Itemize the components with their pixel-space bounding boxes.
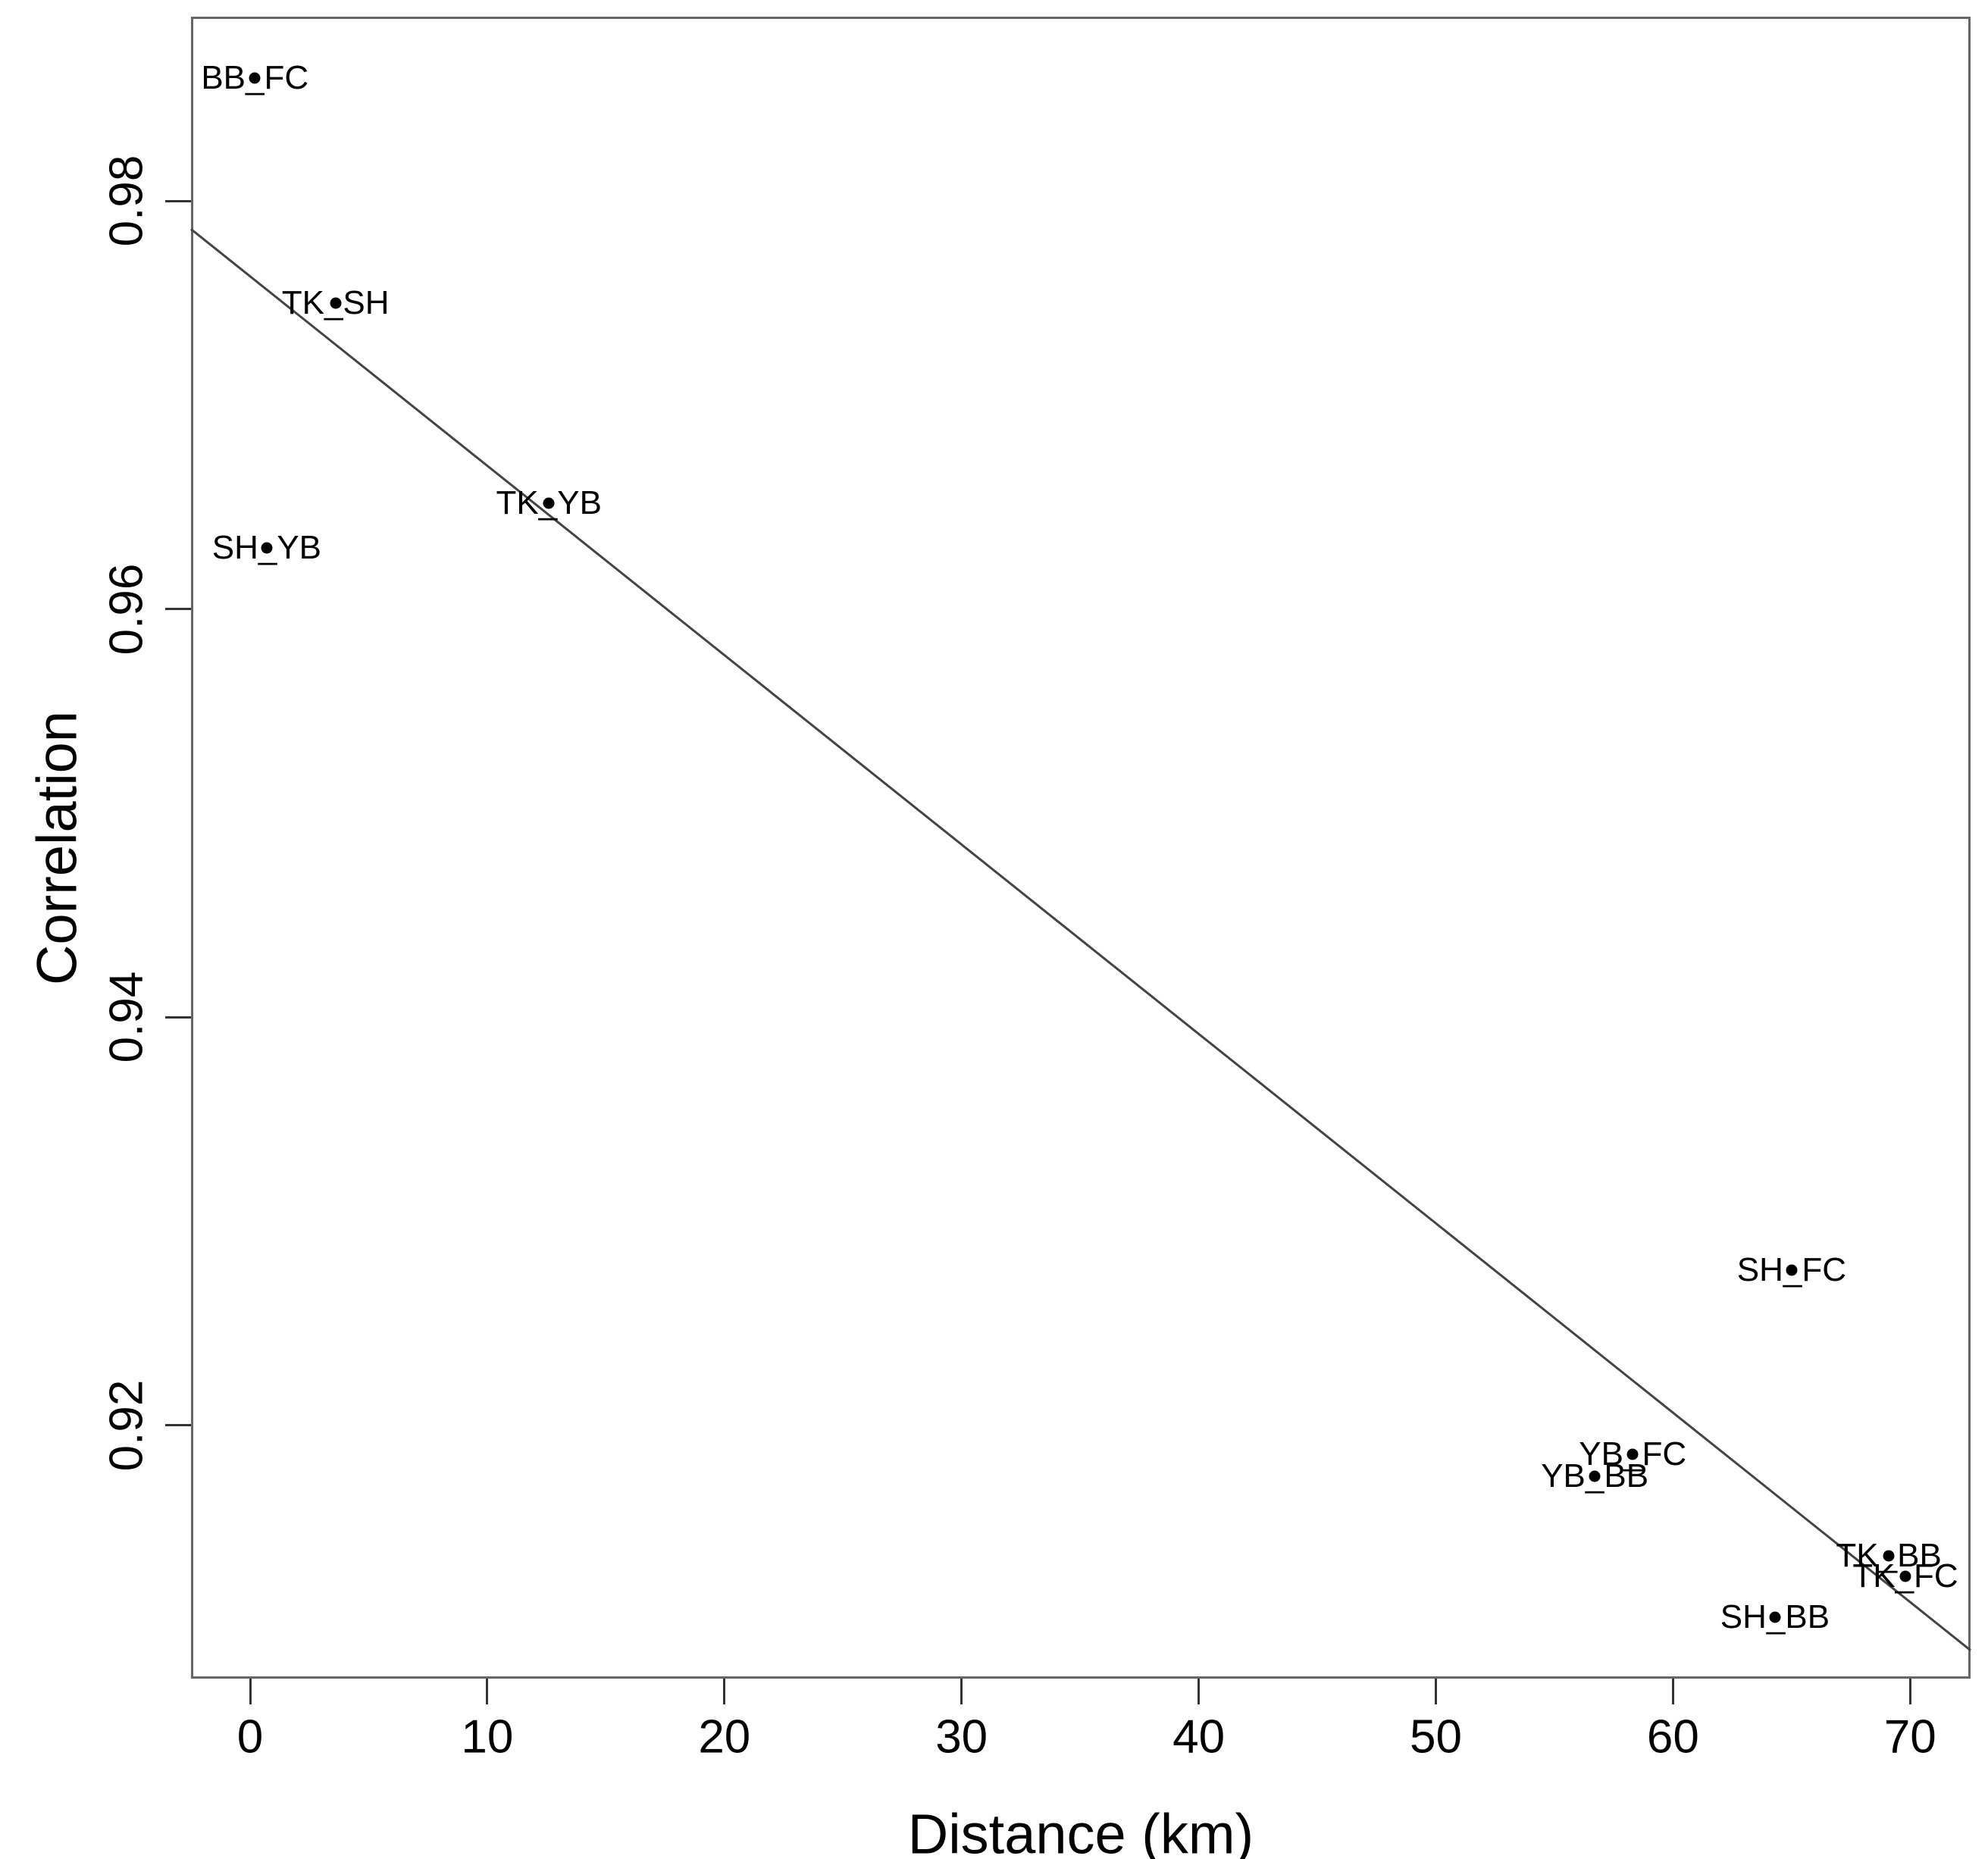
y-axis-tick xyxy=(165,608,191,611)
data-point xyxy=(1589,1470,1601,1482)
x-axis-tick xyxy=(723,1679,726,1704)
x-axis-tick xyxy=(1435,1679,1437,1704)
x-axis-tick-label: 10 xyxy=(461,1710,514,1764)
x-axis-tick-label: 40 xyxy=(1172,1710,1226,1764)
y-axis-title: Correlation xyxy=(25,710,89,985)
y-axis-tick-label: 0.92 xyxy=(100,1379,153,1472)
x-axis-tick xyxy=(1908,1679,1911,1704)
y-axis-tick xyxy=(165,1424,191,1427)
x-axis-tick xyxy=(1671,1679,1674,1704)
plot-area xyxy=(191,17,1971,1679)
data-point xyxy=(543,497,555,509)
x-axis-tick-label: 30 xyxy=(935,1710,988,1764)
data-point xyxy=(261,542,273,554)
y-axis-tick xyxy=(165,199,191,202)
data-point xyxy=(1626,1448,1639,1460)
x-axis-tick xyxy=(486,1679,489,1704)
data-point xyxy=(1769,1611,1781,1623)
x-axis-tick xyxy=(960,1679,963,1704)
y-axis-tick-label: 0.94 xyxy=(100,971,153,1063)
x-axis-tick xyxy=(1197,1679,1201,1704)
x-axis-tick-label: 60 xyxy=(1646,1710,1699,1764)
x-axis-tick xyxy=(249,1679,252,1704)
y-axis-tick xyxy=(165,1016,191,1019)
x-axis-tick-label: 20 xyxy=(698,1710,751,1764)
data-point xyxy=(1899,1570,1911,1582)
x-axis-tick-label: 0 xyxy=(236,1710,264,1764)
data-point xyxy=(1883,1550,1895,1562)
x-axis-tick-label: 50 xyxy=(1410,1710,1462,1764)
data-point xyxy=(330,297,342,309)
x-axis-title: Distance (km) xyxy=(907,1802,1254,1859)
data-point xyxy=(249,72,261,84)
x-axis-tick-label: 70 xyxy=(1883,1710,1936,1764)
data-point xyxy=(1786,1264,1798,1276)
regression-trendline xyxy=(190,228,1971,1651)
y-axis-tick-label: 0.96 xyxy=(100,563,153,655)
y-axis-tick-label: 0.98 xyxy=(100,155,153,247)
